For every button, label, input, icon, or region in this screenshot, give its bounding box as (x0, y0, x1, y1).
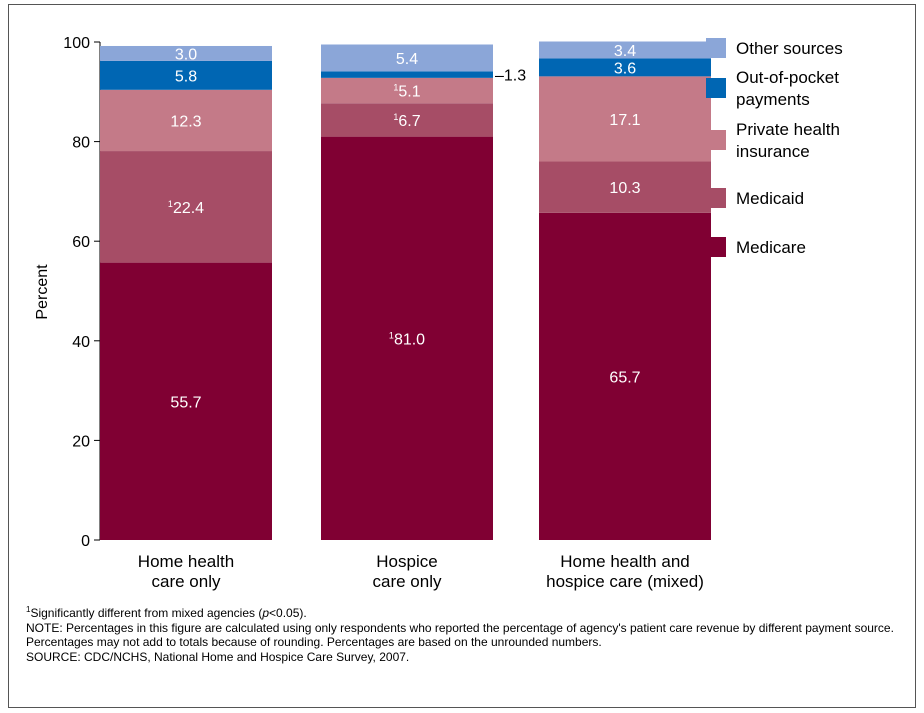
y-tick-label: 0 (81, 533, 90, 550)
bar-segment (100, 262, 272, 540)
legend-swatch (706, 78, 726, 98)
significance-note: 1Significantly different from mixed agen… (26, 605, 307, 621)
bar-segment (321, 136, 493, 540)
x-category-label: care only (152, 572, 221, 591)
legend-label: Out-of-pocket (736, 68, 839, 87)
legend-label: Other sources (736, 39, 843, 58)
bar-segment (100, 89, 272, 152)
bars: 55.7 122.4 12.3 5.8 3.0 181.0 16.7 15.1 –1.3 5.4 6… (100, 41, 711, 540)
bar-value-label: 65.7 (609, 369, 640, 386)
y-tick-label: 60 (72, 234, 90, 251)
legend-label: Medicare (736, 238, 806, 257)
y-tick-label: 80 (72, 135, 90, 152)
legend-swatch (706, 188, 726, 208)
legend-label: Medicaid (736, 189, 804, 208)
bar-value-label: –1.3 (495, 68, 526, 85)
bar-value-label: 5.8 (175, 68, 197, 85)
bar-segment (100, 60, 272, 90)
bar-segment (539, 76, 711, 162)
y-axis: 0 20 40 60 80 100 (63, 35, 101, 550)
legend: Other sources Out-of-pocket payments Privat… (706, 38, 843, 257)
y-tick-label: 20 (72, 433, 90, 450)
x-category-label: Hospice (376, 552, 437, 571)
legend-label: Private health (736, 120, 840, 139)
bar-value-label: 55.7 (170, 394, 201, 411)
y-tick-label: 40 (72, 334, 90, 351)
stacked-bar-chart: 0 20 40 60 80 100 55.7 122.4 12.3 5.8 3.0 181.0 16.… (34, 35, 843, 591)
note-text: NOTE: Percentages in this figure are cal… (26, 620, 894, 650)
bar-segment (539, 161, 711, 213)
bar-segment (321, 103, 493, 137)
bar-segment (539, 58, 711, 77)
bar-value-label: 12.3 (170, 113, 201, 130)
x-category-label: Home health and (560, 552, 689, 571)
bar-value-label: 17.1 (609, 112, 640, 129)
bar-value-label: 122.4 (168, 199, 204, 217)
figure-frame (8, 4, 916, 708)
bar-segment (321, 44, 493, 72)
legend-swatch (706, 237, 726, 257)
bar-value-label: 15.1 (393, 83, 420, 101)
legend-label: insurance (736, 142, 810, 161)
bar-value-label: 3.6 (614, 60, 636, 77)
footnotes: 1Significantly different from mixed agen… (26, 606, 906, 664)
bar-segment (100, 45, 272, 61)
legend-swatch (706, 130, 726, 150)
bar-value-label: 5.4 (396, 51, 418, 68)
bar-value-label: 3.0 (175, 46, 197, 63)
bar-value-label: 10.3 (609, 180, 640, 197)
bar-segment (321, 71, 493, 78)
legend-swatch (706, 38, 726, 58)
bar-segment (539, 212, 711, 540)
bar-segment (321, 77, 493, 104)
bar-value-label: 181.0 (389, 330, 425, 348)
x-category-label: care only (373, 572, 442, 591)
source-text: SOURCE: CDC/NCHS, National Home and Hosp… (26, 649, 410, 664)
y-axis-label: Percent (34, 264, 51, 320)
bar-value-label: 3.4 (614, 43, 636, 60)
x-category-label: Home health (138, 552, 234, 571)
legend-label: payments (736, 90, 810, 109)
x-category-label: hospice care (mixed) (546, 572, 704, 591)
bar-segment (100, 151, 272, 263)
y-tick-label: 100 (63, 35, 90, 52)
bar-segment (539, 41, 711, 59)
bar-value-label: 16.7 (393, 112, 420, 130)
